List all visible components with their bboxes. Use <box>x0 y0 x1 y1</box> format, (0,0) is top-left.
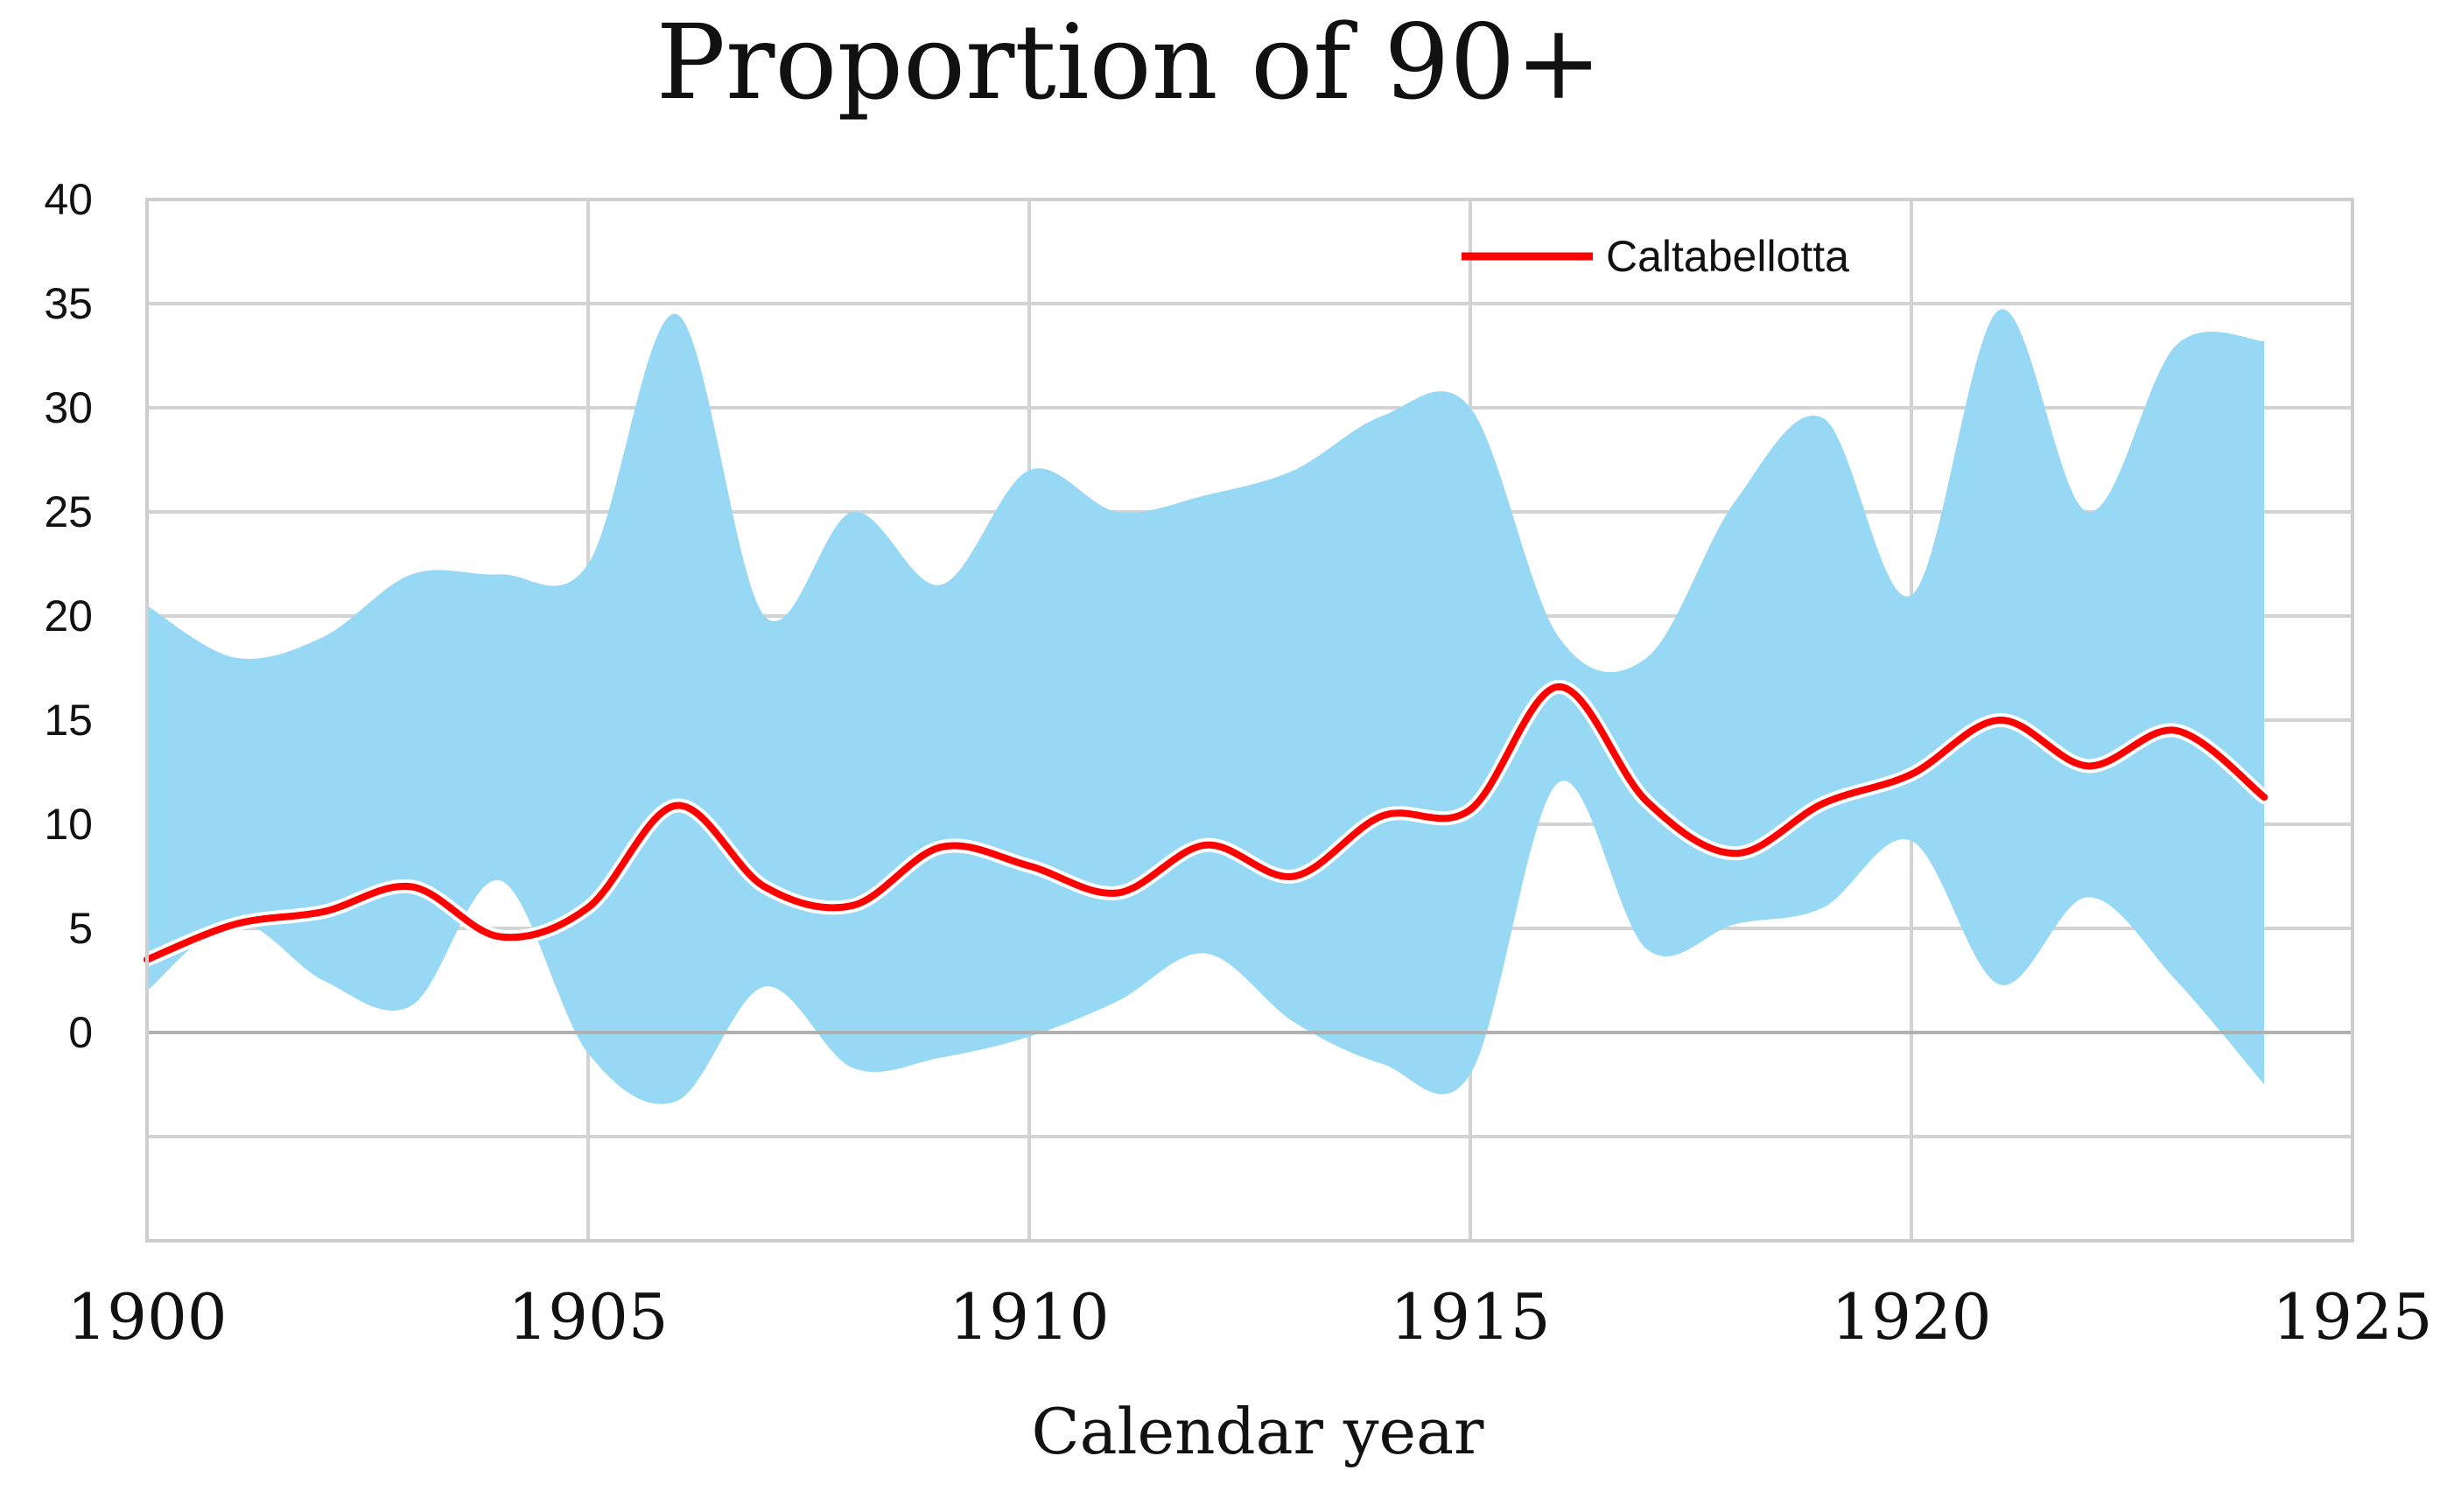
axes <box>145 198 2354 1242</box>
x-tick-label: 1900 <box>67 1280 227 1354</box>
x-axis-ticks: 1900 1905 1910 1915 1920 1925 <box>67 1280 2432 1354</box>
legend: Caltabellotta <box>1462 232 1849 281</box>
y-tick-label: 25 <box>44 487 93 536</box>
y-tick-label: 10 <box>44 800 93 849</box>
series-line-caltabellotta <box>144 682 2268 963</box>
y-tick-label: 15 <box>44 696 93 745</box>
legend-label: Caltabellotta <box>1606 232 1849 281</box>
x-tick-label: 1910 <box>949 1280 1109 1354</box>
x-axis-label: Calendar year <box>1032 1395 1485 1468</box>
x-tick-label: 1920 <box>1831 1280 1991 1354</box>
y-tick-label: 35 <box>44 279 93 328</box>
chart-title: Proportion of 90+ <box>656 2 1602 122</box>
y-tick-label: 20 <box>44 592 93 640</box>
series-layer <box>140 679 2272 967</box>
y-axis-ticks: 40 35 30 25 20 15 10 5 0 <box>44 175 93 1057</box>
confidence-band-layer <box>147 309 2265 1104</box>
y-tick-label: 5 <box>68 904 93 953</box>
plot-border <box>145 198 2354 1242</box>
x-tick-label: 1925 <box>2272 1280 2432 1354</box>
x-tick-label: 1915 <box>1390 1280 1550 1354</box>
confidence-band <box>147 309 2265 1104</box>
y-tick-label: 40 <box>44 175 93 224</box>
x-tick-label: 1905 <box>508 1280 668 1354</box>
y-tick-label: 30 <box>44 383 93 432</box>
y-tick-label: 0 <box>68 1008 93 1057</box>
